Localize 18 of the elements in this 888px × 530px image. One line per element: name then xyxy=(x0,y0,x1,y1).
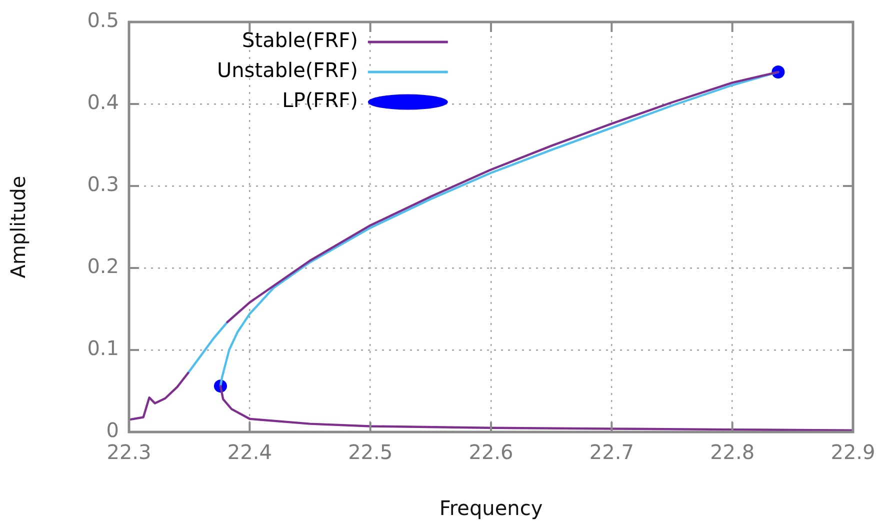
x-tick-label: 22.9 xyxy=(830,440,876,464)
y-tick-label: 0.3 xyxy=(87,172,119,196)
x-tick-label: 22.5 xyxy=(348,440,393,464)
x-tick-label: 22.8 xyxy=(710,440,755,464)
y-tick-label: 0.4 xyxy=(87,90,119,114)
y-tick-label: 0 xyxy=(106,418,119,442)
y-tick-label: 0.1 xyxy=(87,336,119,360)
x-tick-label: 22.7 xyxy=(589,440,634,464)
legend-label: LP(FRF) xyxy=(282,88,358,112)
legend-label: Unstable(FRF) xyxy=(216,58,358,82)
legend-label: Stable(FRF) xyxy=(242,28,358,52)
x-tick-label: 22.4 xyxy=(227,440,272,464)
y-axis-title: Amplitude xyxy=(6,176,30,278)
y-tick-label: 0.2 xyxy=(87,254,119,278)
y-tick-label: 0.5 xyxy=(87,8,119,32)
x-axis-title: Frequency xyxy=(439,496,543,520)
x-tick-label: 22.6 xyxy=(468,440,514,464)
x-tick-label: 22.3 xyxy=(106,440,152,464)
